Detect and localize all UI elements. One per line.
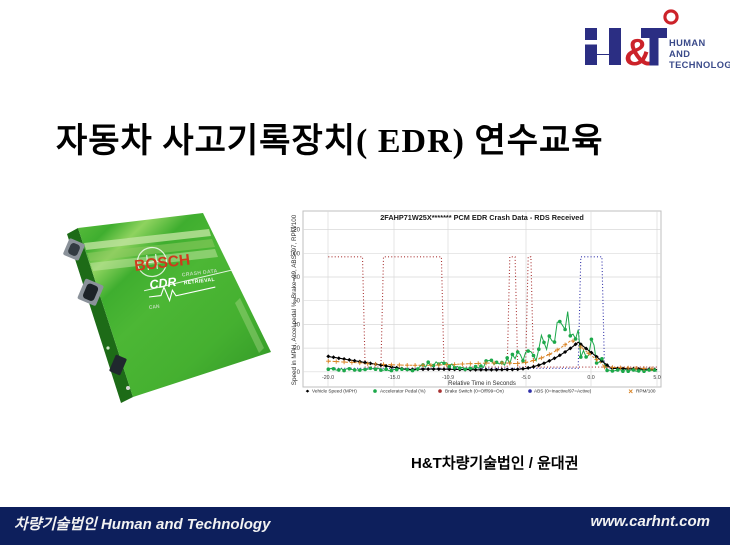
svg-text:HUMAN: HUMAN	[669, 38, 706, 48]
svg-text:&: &	[624, 32, 651, 74]
svg-text:AND: AND	[669, 49, 690, 59]
svg-text:TECHNOLOGY: TECHNOLOGY	[669, 60, 730, 70]
